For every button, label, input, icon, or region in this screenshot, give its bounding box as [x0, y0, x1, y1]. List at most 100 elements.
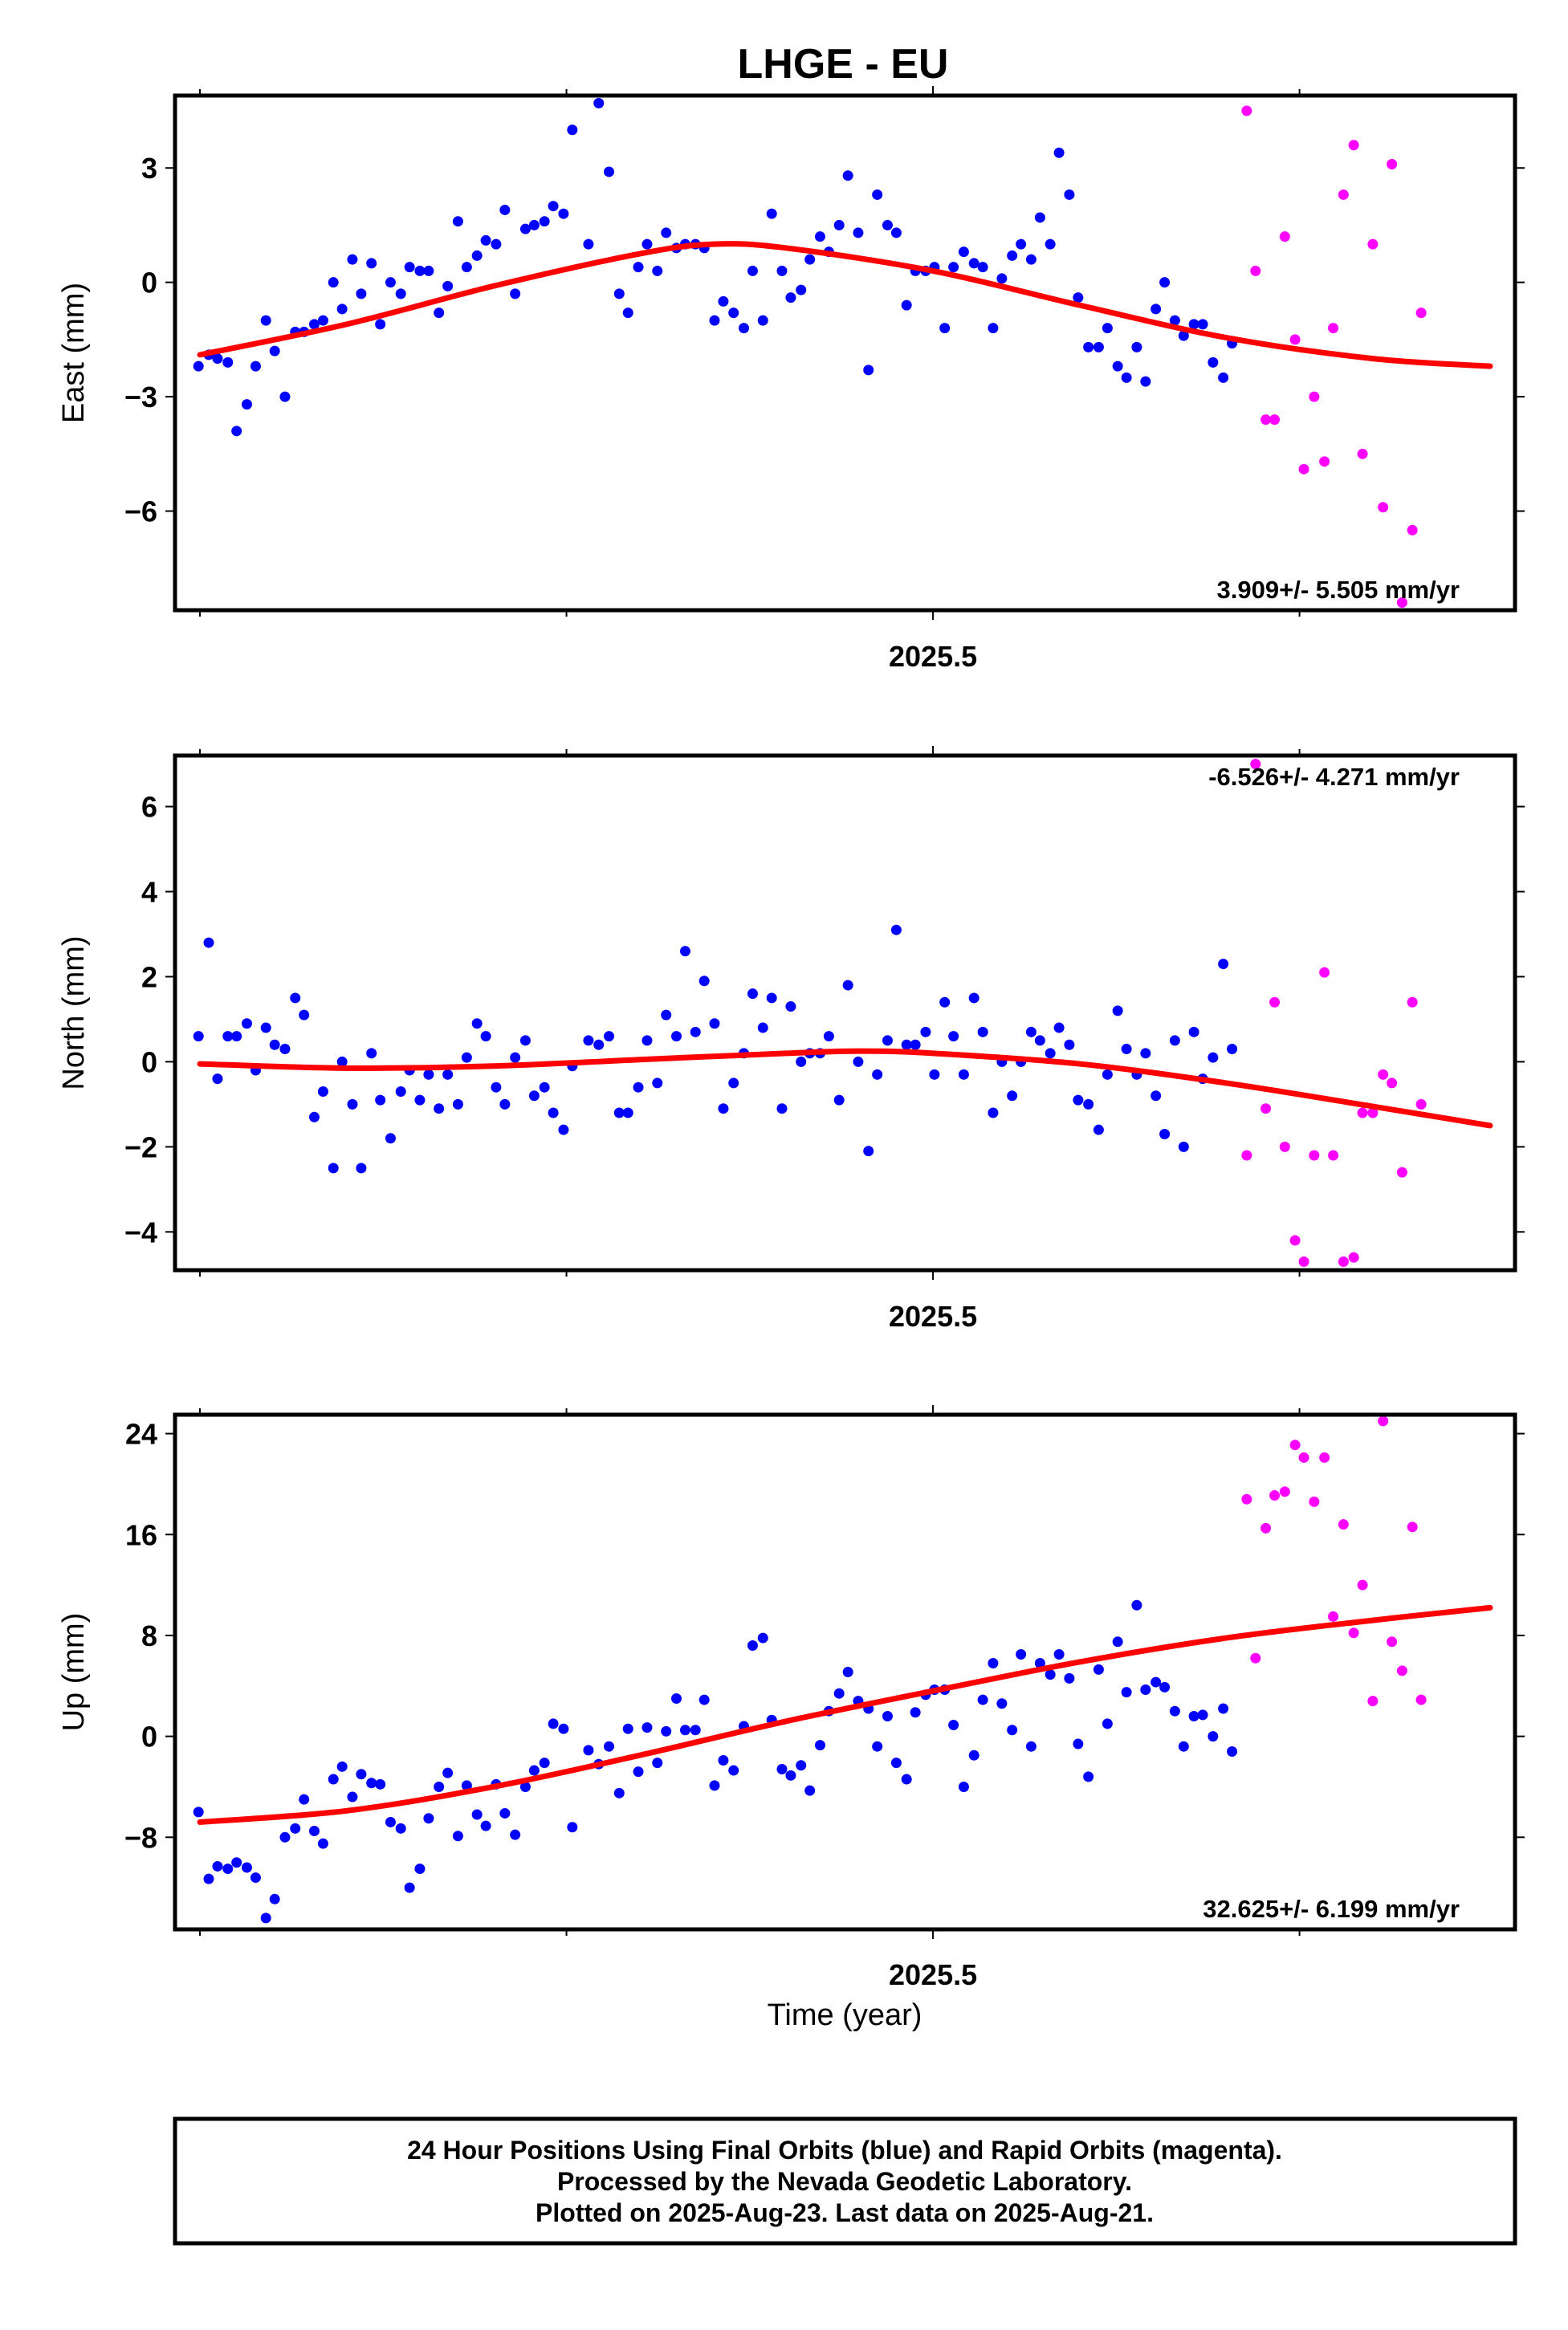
data-point	[1159, 1681, 1171, 1693]
data-point	[1357, 1107, 1368, 1118]
data-point	[1093, 341, 1104, 352]
data-point	[785, 292, 796, 303]
data-point	[299, 1009, 310, 1020]
data-point	[842, 170, 853, 181]
data-point	[728, 1765, 739, 1776]
data-point	[308, 1111, 320, 1122]
data-point	[471, 1809, 483, 1820]
data-point	[583, 1745, 594, 1756]
data-point	[1140, 1684, 1151, 1695]
data-point	[757, 1632, 768, 1644]
data-point	[1064, 189, 1075, 200]
data-point	[1083, 1098, 1094, 1110]
data-point	[1396, 597, 1407, 609]
data-point	[604, 1741, 615, 1752]
data-point	[1387, 158, 1398, 169]
data-point	[1328, 323, 1339, 334]
data-point	[1298, 1256, 1309, 1267]
data-point	[231, 1857, 242, 1868]
data-point	[385, 277, 396, 288]
data-point	[890, 924, 902, 935]
data-point	[539, 216, 550, 227]
panel-frame	[173, 1412, 1517, 1932]
panel-frame	[173, 93, 1517, 613]
data-point	[1309, 391, 1320, 402]
data-point	[558, 1124, 569, 1135]
footer-frame	[173, 2116, 1517, 2246]
data-point	[1269, 1490, 1281, 1501]
data-point	[452, 1098, 463, 1110]
data-point	[260, 1912, 271, 1924]
data-point	[1112, 360, 1123, 372]
data-point	[222, 1864, 234, 1875]
data-point	[1227, 1745, 1238, 1757]
data-point	[442, 1069, 454, 1080]
data-point	[1178, 1741, 1189, 1752]
panel-up: 24 16 8 0 −8 2025.5 Up (mm) 32.625+/- 6.199 mm/…	[57, 1405, 1525, 1991]
fit-curve	[197, 1604, 1493, 1825]
data-point	[317, 315, 328, 326]
data-point	[1319, 967, 1330, 978]
data-point	[1159, 1128, 1171, 1139]
y-tick-label: −6	[124, 495, 157, 528]
data-point	[1367, 1696, 1379, 1707]
data-point	[709, 315, 720, 326]
data-point	[1407, 524, 1418, 536]
data-point	[1298, 1452, 1309, 1463]
panel-frame	[173, 753, 1517, 1273]
data-point	[1045, 1048, 1056, 1059]
data-point	[519, 223, 531, 234]
data-point	[336, 1056, 348, 1067]
data-point	[395, 288, 406, 299]
data-point	[901, 1039, 912, 1050]
y-tick-label: 0	[141, 1721, 157, 1754]
data-point	[853, 1056, 864, 1067]
data-point	[385, 1133, 396, 1144]
y-tick-label: −8	[124, 1821, 157, 1854]
data-point	[250, 1872, 261, 1884]
data-point	[776, 265, 788, 276]
data-point	[1407, 1521, 1418, 1533]
data-point	[290, 992, 301, 1004]
data-point	[939, 323, 951, 334]
data-point	[290, 1823, 301, 1834]
data-point	[317, 1838, 328, 1849]
data-point	[728, 308, 739, 319]
data-point	[510, 1829, 521, 1840]
data-point	[988, 1107, 999, 1118]
data-point	[347, 254, 358, 265]
data-point	[1034, 1035, 1045, 1046]
data-point	[1415, 308, 1427, 319]
data-point	[929, 1069, 940, 1080]
data-point	[193, 1031, 204, 1042]
data-point	[766, 208, 777, 219]
data-point	[988, 1658, 999, 1669]
data-point	[622, 1107, 633, 1118]
chart-title: LHGE - EU	[738, 41, 949, 88]
data-point	[1131, 341, 1142, 352]
data-point	[193, 360, 204, 372]
y-axis-label: East (mm)	[57, 283, 91, 423]
data-point	[356, 1163, 367, 1174]
y-tick-label: 3	[141, 152, 157, 185]
data-point	[728, 1077, 739, 1089]
data-point	[548, 201, 559, 212]
data-point	[480, 1820, 491, 1831]
data-point	[1378, 502, 1389, 513]
data-point	[1169, 315, 1180, 326]
data-point	[452, 1831, 463, 1842]
data-point	[375, 319, 386, 330]
data-point	[1140, 1048, 1151, 1059]
data-point	[491, 238, 502, 250]
data-point	[1319, 456, 1330, 467]
data-point	[1289, 334, 1301, 345]
data-point	[853, 227, 864, 238]
data-point	[1289, 1235, 1301, 1246]
data-point	[317, 1086, 328, 1098]
data-point	[1034, 1658, 1045, 1669]
data-point	[977, 1694, 988, 1705]
data-point	[796, 1760, 807, 1771]
data-point	[1169, 1705, 1180, 1717]
data-point	[804, 1785, 816, 1796]
series-rapid-orbits	[1241, 1416, 1427, 1707]
